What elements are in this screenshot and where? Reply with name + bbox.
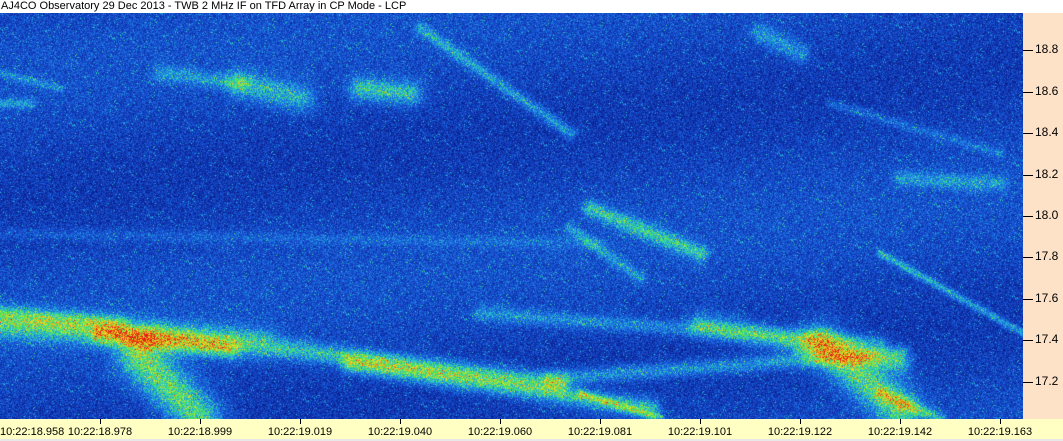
y-tick xyxy=(1023,257,1033,259)
y-tick-label: 17.2 xyxy=(1035,373,1059,388)
y-tick-label: 18.0 xyxy=(1035,208,1059,222)
chart-title: AJ4CO Observatory 29 Dec 2013 - TWB 2 MH… xyxy=(0,0,1063,13)
y-tick xyxy=(1023,298,1033,300)
spectrogram-heatmap xyxy=(0,13,1023,419)
x-tick-label: 10:22:19.122 xyxy=(767,426,833,438)
y-tick xyxy=(1023,216,1033,217)
x-tick-label: 10:22:19.060 xyxy=(467,426,533,438)
x-tick xyxy=(100,419,101,424)
x-tick xyxy=(700,419,701,424)
x-tick-label: 10:22:19.142 xyxy=(867,426,933,438)
y-tick xyxy=(1023,174,1033,176)
y-tick-label: 18.6 xyxy=(1035,83,1059,98)
y-tick-label: 18.2 xyxy=(1035,166,1059,181)
y-tick-label: 18.4 xyxy=(1035,125,1059,140)
bottom-strip xyxy=(0,439,1063,441)
x-tick xyxy=(900,419,901,424)
x-tick-label: 10:22:19.163 xyxy=(967,426,1033,438)
y-tick xyxy=(1023,91,1033,93)
y-tick xyxy=(1023,50,1033,52)
x-tick-label: 10:22:19.019 xyxy=(267,426,333,438)
x-tick xyxy=(500,419,501,424)
x-tick xyxy=(400,419,401,424)
x-tick xyxy=(1000,419,1001,424)
y-tick xyxy=(1023,133,1033,135)
x-tick-label: 10:22:18.978 xyxy=(67,426,133,438)
x-tick-label: 10:22:19.081 xyxy=(567,426,633,438)
y-tick xyxy=(1023,340,1033,342)
x-tick xyxy=(200,419,201,424)
x-tick xyxy=(800,419,801,424)
y-axis: 18.8 18.6 18.4 18.2 18.0 17.8 17.6 17.4 17.2 xyxy=(1023,13,1063,419)
x-tick xyxy=(600,419,601,424)
x-tick-label: 10:22:19.040 xyxy=(367,426,433,438)
x-axis: 10:22:18.958 10:22:18.978 10:22:18.999 10:2… xyxy=(0,419,1063,439)
x-tick xyxy=(300,419,301,424)
x-tick-label: 10:22:18.999 xyxy=(167,426,233,438)
x-tick-label: 10:22:19.101 xyxy=(667,426,733,438)
y-tick-label: 17.6 xyxy=(1035,290,1059,305)
y-tick xyxy=(1023,381,1033,383)
y-tick-label: 17.8 xyxy=(1035,249,1059,264)
y-tick-label: 17.4 xyxy=(1035,332,1059,347)
y-tick-label: 18.8 xyxy=(1035,42,1059,57)
x-tick-label: 10:22:18.958 xyxy=(0,426,65,438)
